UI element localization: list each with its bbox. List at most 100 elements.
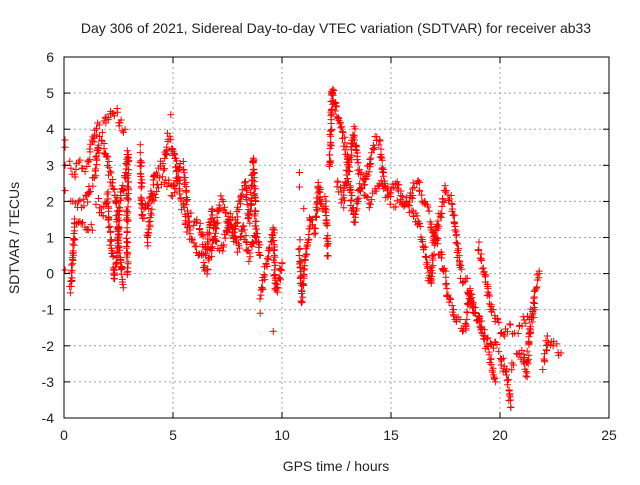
data-point [338, 123, 346, 131]
data-point [251, 208, 259, 216]
data-point [137, 184, 145, 192]
data-point [208, 247, 216, 255]
data-point [498, 328, 506, 336]
data-point [358, 185, 366, 193]
data-point [87, 221, 95, 229]
data-point [202, 245, 210, 253]
data-point [303, 250, 311, 258]
data-point [428, 273, 436, 281]
data-point [169, 181, 177, 189]
data-point [344, 178, 352, 186]
data-point [438, 202, 446, 210]
data-point [418, 235, 426, 243]
data-point [428, 263, 436, 271]
data-point [528, 318, 536, 326]
data-point [444, 291, 452, 299]
data-point [468, 302, 476, 310]
data-point [113, 248, 121, 256]
data-point [398, 192, 406, 200]
data-point [221, 203, 229, 211]
data-point [166, 132, 174, 140]
data-point [304, 241, 312, 249]
data-point [434, 240, 442, 248]
data-point [463, 274, 471, 282]
data-point [246, 253, 254, 261]
data-point [189, 236, 197, 244]
data-point [105, 224, 113, 232]
data-point [124, 209, 132, 217]
data-point [493, 340, 501, 348]
data-point [168, 192, 176, 200]
data-point [481, 344, 489, 352]
data-point [463, 315, 471, 323]
data-point [154, 184, 162, 192]
data-point [119, 280, 127, 288]
data-point [520, 350, 528, 358]
x-tick-label: 5 [169, 427, 177, 443]
data-point [435, 222, 443, 230]
data-point [160, 165, 168, 173]
data-point [92, 153, 100, 161]
data-point [447, 191, 455, 199]
x-tick-label: 25 [601, 427, 617, 443]
data-point [314, 178, 322, 186]
data-point [424, 203, 432, 211]
data-point [114, 235, 122, 243]
data-point [193, 216, 201, 224]
data-point [474, 246, 482, 254]
data-point [90, 138, 98, 146]
data-point [152, 194, 160, 202]
data-point [173, 157, 181, 165]
data-point [66, 289, 74, 297]
data-point [427, 266, 435, 274]
data-point [96, 132, 104, 140]
data-point [486, 292, 494, 300]
data-point [271, 258, 279, 266]
data-point [313, 207, 321, 215]
data-point [509, 361, 517, 369]
data-point [187, 209, 195, 217]
data-point [123, 194, 131, 202]
data-point [329, 91, 337, 99]
data-point [122, 234, 130, 242]
data-point [105, 163, 113, 171]
data-point [119, 284, 127, 292]
data-point [161, 154, 169, 162]
data-point [380, 185, 388, 193]
data-point [298, 287, 306, 295]
data-point [212, 236, 220, 244]
data-point [139, 211, 147, 219]
data-point [300, 205, 308, 213]
data-point [167, 136, 175, 144]
data-point [216, 205, 224, 213]
data-point [295, 169, 303, 177]
data-point [252, 217, 260, 225]
data-point [123, 239, 131, 247]
data-point [91, 126, 99, 134]
data-point [106, 167, 114, 175]
data-point [475, 238, 483, 246]
data-point [68, 266, 76, 274]
data-point [462, 321, 470, 329]
data-point [182, 187, 190, 195]
data-point [256, 295, 264, 303]
data-point [360, 181, 368, 189]
data-point [80, 202, 88, 210]
data-point [247, 188, 255, 196]
data-point [336, 118, 344, 126]
data-point [495, 318, 503, 326]
data-point [81, 168, 89, 176]
data-point [77, 220, 85, 228]
data-point [416, 222, 424, 230]
data-point [277, 267, 285, 275]
data-point [222, 208, 230, 216]
data-point [403, 197, 411, 205]
data-point [167, 111, 175, 119]
data-point [381, 182, 389, 190]
data-point [171, 189, 179, 197]
data-point [269, 327, 277, 335]
data-point [438, 209, 446, 217]
data-point [61, 143, 69, 151]
data-point [327, 138, 335, 146]
